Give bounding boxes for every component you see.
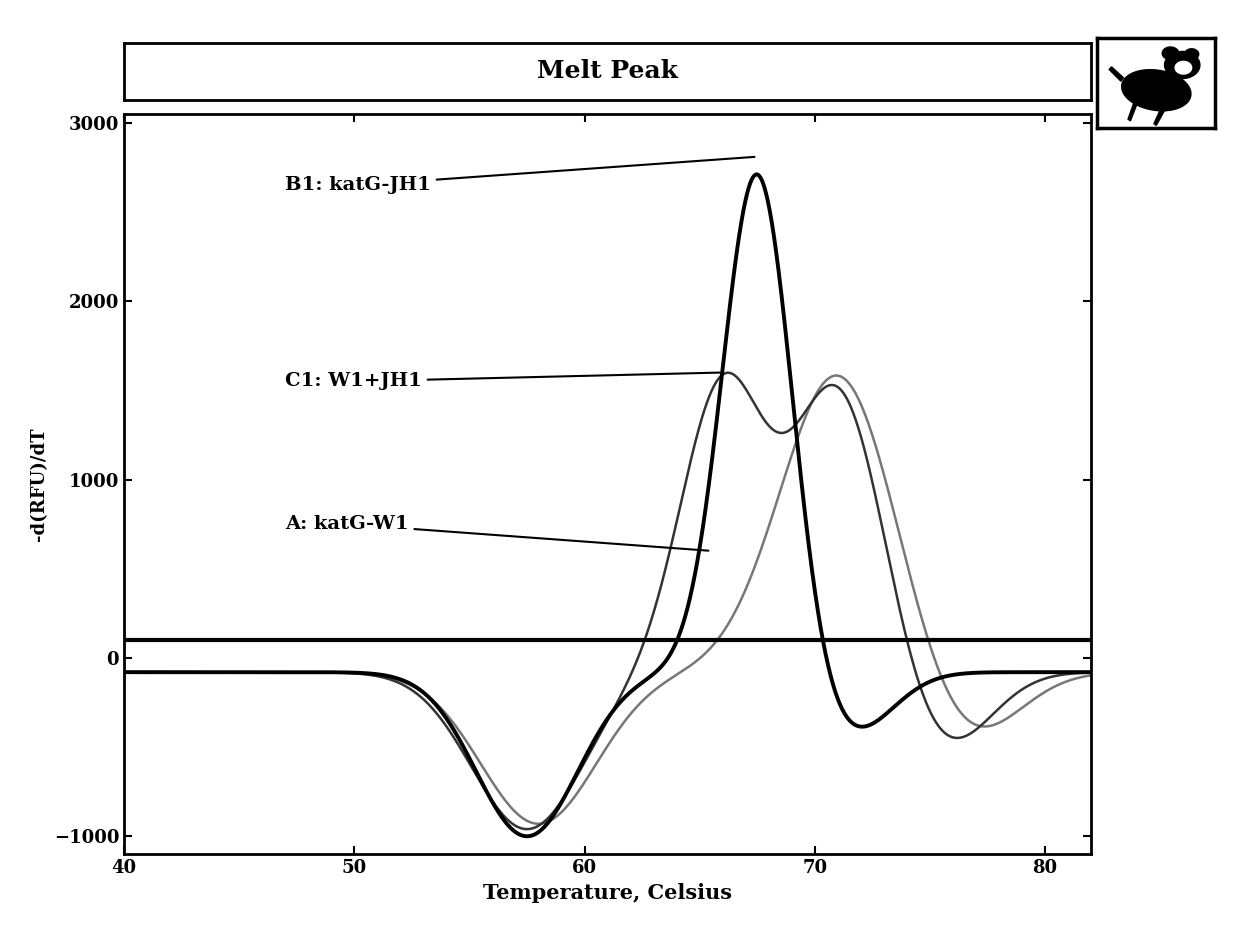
- Text: B1: katG-JH1: B1: katG-JH1: [285, 157, 754, 195]
- Polygon shape: [1162, 47, 1179, 60]
- Polygon shape: [1184, 48, 1199, 60]
- Text: A: katG-W1: A: katG-W1: [285, 515, 708, 550]
- Polygon shape: [1164, 51, 1200, 79]
- Polygon shape: [1128, 100, 1137, 121]
- Text: Melt Peak: Melt Peak: [537, 59, 678, 84]
- Polygon shape: [1154, 105, 1166, 125]
- Polygon shape: [1122, 69, 1190, 111]
- Polygon shape: [1110, 66, 1123, 82]
- Polygon shape: [1176, 62, 1192, 74]
- Y-axis label: -d(RFU)/dT: -d(RFU)/dT: [30, 427, 48, 541]
- X-axis label: Temperature, Celsius: Temperature, Celsius: [484, 883, 732, 902]
- Text: C1: W1+JH1: C1: W1+JH1: [285, 372, 720, 390]
